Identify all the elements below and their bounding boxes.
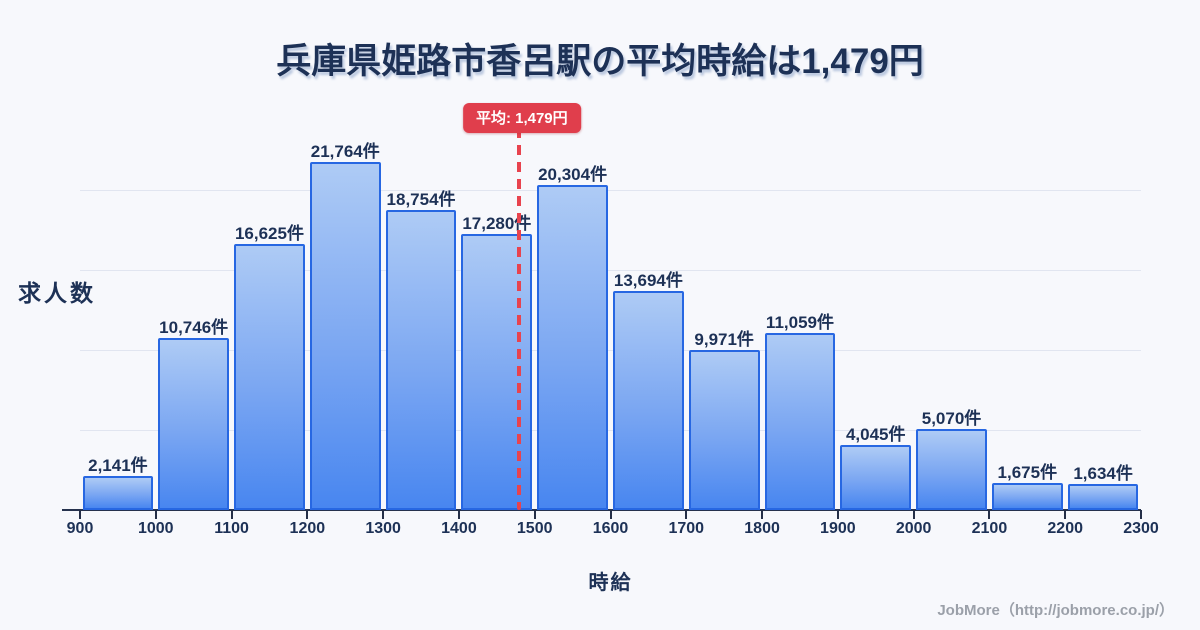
- x-axis-line: [62, 509, 1141, 511]
- gridline: [80, 350, 1141, 351]
- x-axis-tick: [836, 510, 839, 519]
- x-tick-label: 2000: [895, 520, 932, 537]
- x-tick-label: 1500: [516, 520, 553, 537]
- x-tick-label: 1900: [820, 520, 856, 537]
- x-axis-tick: [912, 510, 915, 519]
- x-axis-tick: [609, 510, 612, 519]
- bar: [840, 445, 912, 510]
- bar: [1067, 483, 1139, 510]
- bar-value-label: 1,634件: [1073, 463, 1133, 483]
- bar: [764, 333, 836, 510]
- bar-value-label: 16,625件: [234, 224, 304, 243]
- x-axis-tick: [1140, 510, 1142, 519]
- bar-value-label: 4,045件: [845, 425, 906, 445]
- bar-value-label: 2,141件: [88, 455, 148, 475]
- x-axis-tick: [382, 510, 385, 519]
- bar-value-label: 17,280件: [462, 213, 532, 233]
- bar: [688, 350, 760, 510]
- x-tick-label: 1400: [441, 520, 477, 537]
- gridline: [80, 430, 1141, 431]
- bar: [916, 428, 987, 510]
- bar: [309, 161, 381, 510]
- x-tick-label: 2200: [1047, 520, 1083, 537]
- x-tick-label: 1100: [214, 520, 249, 537]
- bar-value-label: 20,304件: [538, 165, 608, 185]
- y-axis-label: 求人数: [18, 280, 96, 306]
- x-axis-tick: [457, 510, 460, 519]
- gridline: [80, 190, 1141, 191]
- x-tick-label: 2100: [971, 520, 1008, 537]
- x-axis-tick: [685, 510, 688, 519]
- x-axis-tick: [1064, 510, 1067, 519]
- bar: [461, 233, 533, 510]
- bar: [991, 483, 1063, 510]
- bar: [234, 244, 305, 510]
- x-axis-tick: [306, 510, 309, 519]
- bar-value-label: 13,694件: [613, 270, 683, 290]
- x-axis-label: 時給: [588, 572, 633, 594]
- bar-value-label: 10,746件: [159, 318, 229, 338]
- bar: [82, 475, 154, 510]
- average-line: [516, 128, 521, 510]
- x-axis-tick: [154, 510, 157, 519]
- x-axis-tick: [230, 510, 233, 519]
- x-tick-label: 1300: [365, 520, 401, 537]
- bar: [385, 209, 457, 510]
- bar: [613, 290, 684, 510]
- bar-value-label: 1,675件: [997, 463, 1058, 483]
- bar-value-label: 11,059件: [765, 313, 834, 333]
- x-axis-tick: [79, 510, 81, 519]
- bar-value-label: 21,764件: [310, 141, 380, 161]
- x-tick-label: 900: [66, 520, 94, 537]
- gridline: [80, 270, 1141, 271]
- bar-value-label: 5,070件: [921, 408, 982, 428]
- x-tick-label: 2300: [1123, 520, 1159, 537]
- x-tick-label: 1800: [744, 520, 780, 537]
- bar-value-label: 18,754件: [386, 189, 456, 209]
- x-tick-label: 1000: [137, 520, 174, 537]
- x-axis-tick: [988, 510, 991, 519]
- x-tick-label: 1600: [592, 520, 629, 537]
- bar-value-label: 9,971件: [694, 330, 754, 350]
- chart-title: 兵庫県姫路市香呂駅の平均時給は1,479円: [276, 42, 924, 81]
- bar: [537, 185, 608, 510]
- x-axis-tick: [533, 510, 536, 519]
- average-badge: 平均: 1,479円: [462, 103, 581, 133]
- bar: [158, 338, 230, 510]
- footer-credit: JobMore（http://jobmore.co.jp/）: [937, 602, 1174, 619]
- x-axis-tick: [761, 510, 764, 519]
- x-tick-label: 1700: [668, 520, 705, 537]
- x-tick-label: 1200: [289, 520, 326, 537]
